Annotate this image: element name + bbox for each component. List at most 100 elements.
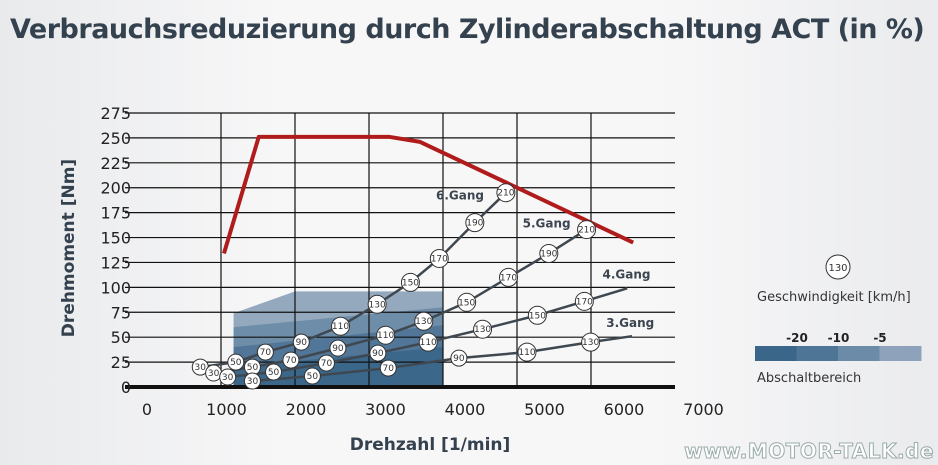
speed-marker [331,316,351,336]
speed-label: 30 [195,363,207,373]
speed-marker [429,248,449,268]
speed-marker [517,342,537,362]
speed-marker [418,332,438,352]
speed-label: 190 [540,249,557,259]
y-tick-label: 125 [100,253,131,272]
speed-label: 30 [247,377,259,387]
watermark: www.MOTOR-TALK.de [684,439,934,464]
gear-line [200,191,507,369]
chart-title: Verbrauchsreduzierung durch Zylinderabsc… [10,14,925,45]
speed-marker [465,213,485,233]
y-tick-label: 225 [100,154,131,173]
x-tick-label: 0 [142,400,152,419]
legend-zone-swatch [755,346,797,361]
speed-label: 50 [268,368,280,378]
x-tick-label: 3000 [365,400,406,419]
y-tick-label: 250 [100,129,131,148]
speed-label: 170 [431,254,448,264]
speed-label: 170 [576,297,593,307]
speed-label: 50 [307,372,319,382]
speed-marker [243,372,261,390]
legend-speed-sample: 130 [828,263,847,274]
speed-label: 150 [402,278,419,288]
speed-marker [473,319,493,339]
speed-label: 30 [208,369,220,379]
x-tick-label: 6000 [604,400,645,419]
y-tick-label: 0 [121,378,131,397]
speed-label: 70 [321,359,333,369]
y-tick-label: 100 [100,278,131,297]
y-tick-label: 150 [100,229,131,248]
gear-label: 3.Gang [606,316,654,330]
speed-label: 110 [332,322,349,332]
speed-marker [369,344,387,362]
y-tick-label: 25 [111,353,131,372]
speed-marker [539,243,559,263]
y-tick-label: 200 [100,179,131,198]
speed-marker [282,351,300,369]
gear-label: 4.Gang [603,267,651,281]
speed-label: 130 [582,338,599,348]
speed-marker [256,343,274,361]
legend-zone-label: Abschaltbereich [757,371,861,386]
legend-zone-tick: -5 [873,331,886,345]
speed-label: 110 [377,331,394,341]
y-tick-label: 175 [100,204,131,223]
speed-marker [265,363,283,381]
speed-marker [414,311,434,331]
speed-label: 70 [383,364,395,374]
speed-label: 210 [497,189,514,199]
speed-marker [376,325,396,345]
speed-label: 90 [296,338,308,348]
speed-label: 130 [415,317,432,327]
legend-zone-swatch [838,346,880,361]
speed-marker [581,332,601,352]
x-axis-label: Drehzahl [1/min] [350,435,511,455]
speed-marker [496,183,516,203]
speed-label: 90 [372,349,384,359]
x-tick-label: 2000 [286,400,327,419]
gear-label: 6.Gang [436,189,484,203]
speed-label: 30 [222,373,234,383]
speed-label: 110 [518,348,535,358]
speed-marker [292,333,310,351]
speed-marker [303,367,321,385]
speed-label: 150 [529,311,546,321]
speed-marker [450,349,468,367]
gear-label: 5.Gang [523,217,571,231]
y-tick-label: 275 [100,104,131,123]
speed-label: 90 [332,344,344,354]
legend-zone-swatch [879,346,922,361]
legend-speed-label: Geschwindigkeit [km/h] [757,290,911,305]
x-tick-label: 4000 [445,400,486,419]
speed-marker [379,359,397,377]
legend-zone-tick: -10 [828,331,850,345]
speed-marker [457,292,477,312]
speed-label: 150 [458,298,475,308]
speed-label: 190 [466,219,483,229]
speed-label: 50 [230,358,242,368]
speed-marker [574,291,594,311]
speed-label: 210 [578,226,595,236]
speed-label: 70 [260,348,272,358]
speed-marker [527,305,547,325]
legend-zone-tick: -20 [786,331,808,345]
x-tick-label: 1000 [206,400,247,419]
speed-label: 130 [474,325,491,335]
x-tick-label: 7000 [683,400,724,419]
y-tick-label: 75 [111,303,131,322]
speed-label: 70 [285,356,297,366]
x-tick-label: 5000 [524,400,565,419]
speed-marker [317,354,335,372]
y-tick-label: 50 [111,328,131,347]
speed-label: 90 [453,354,465,364]
speed-label: 170 [500,273,517,283]
speed-label: 130 [369,300,386,310]
speed-label: 50 [247,363,259,373]
speed-marker [400,272,420,292]
gear-line [213,228,588,375]
y-axis-label: Drehmoment [Nm] [59,159,79,337]
speed-marker [367,294,387,314]
speed-marker [227,353,245,371]
speed-marker [329,339,347,357]
